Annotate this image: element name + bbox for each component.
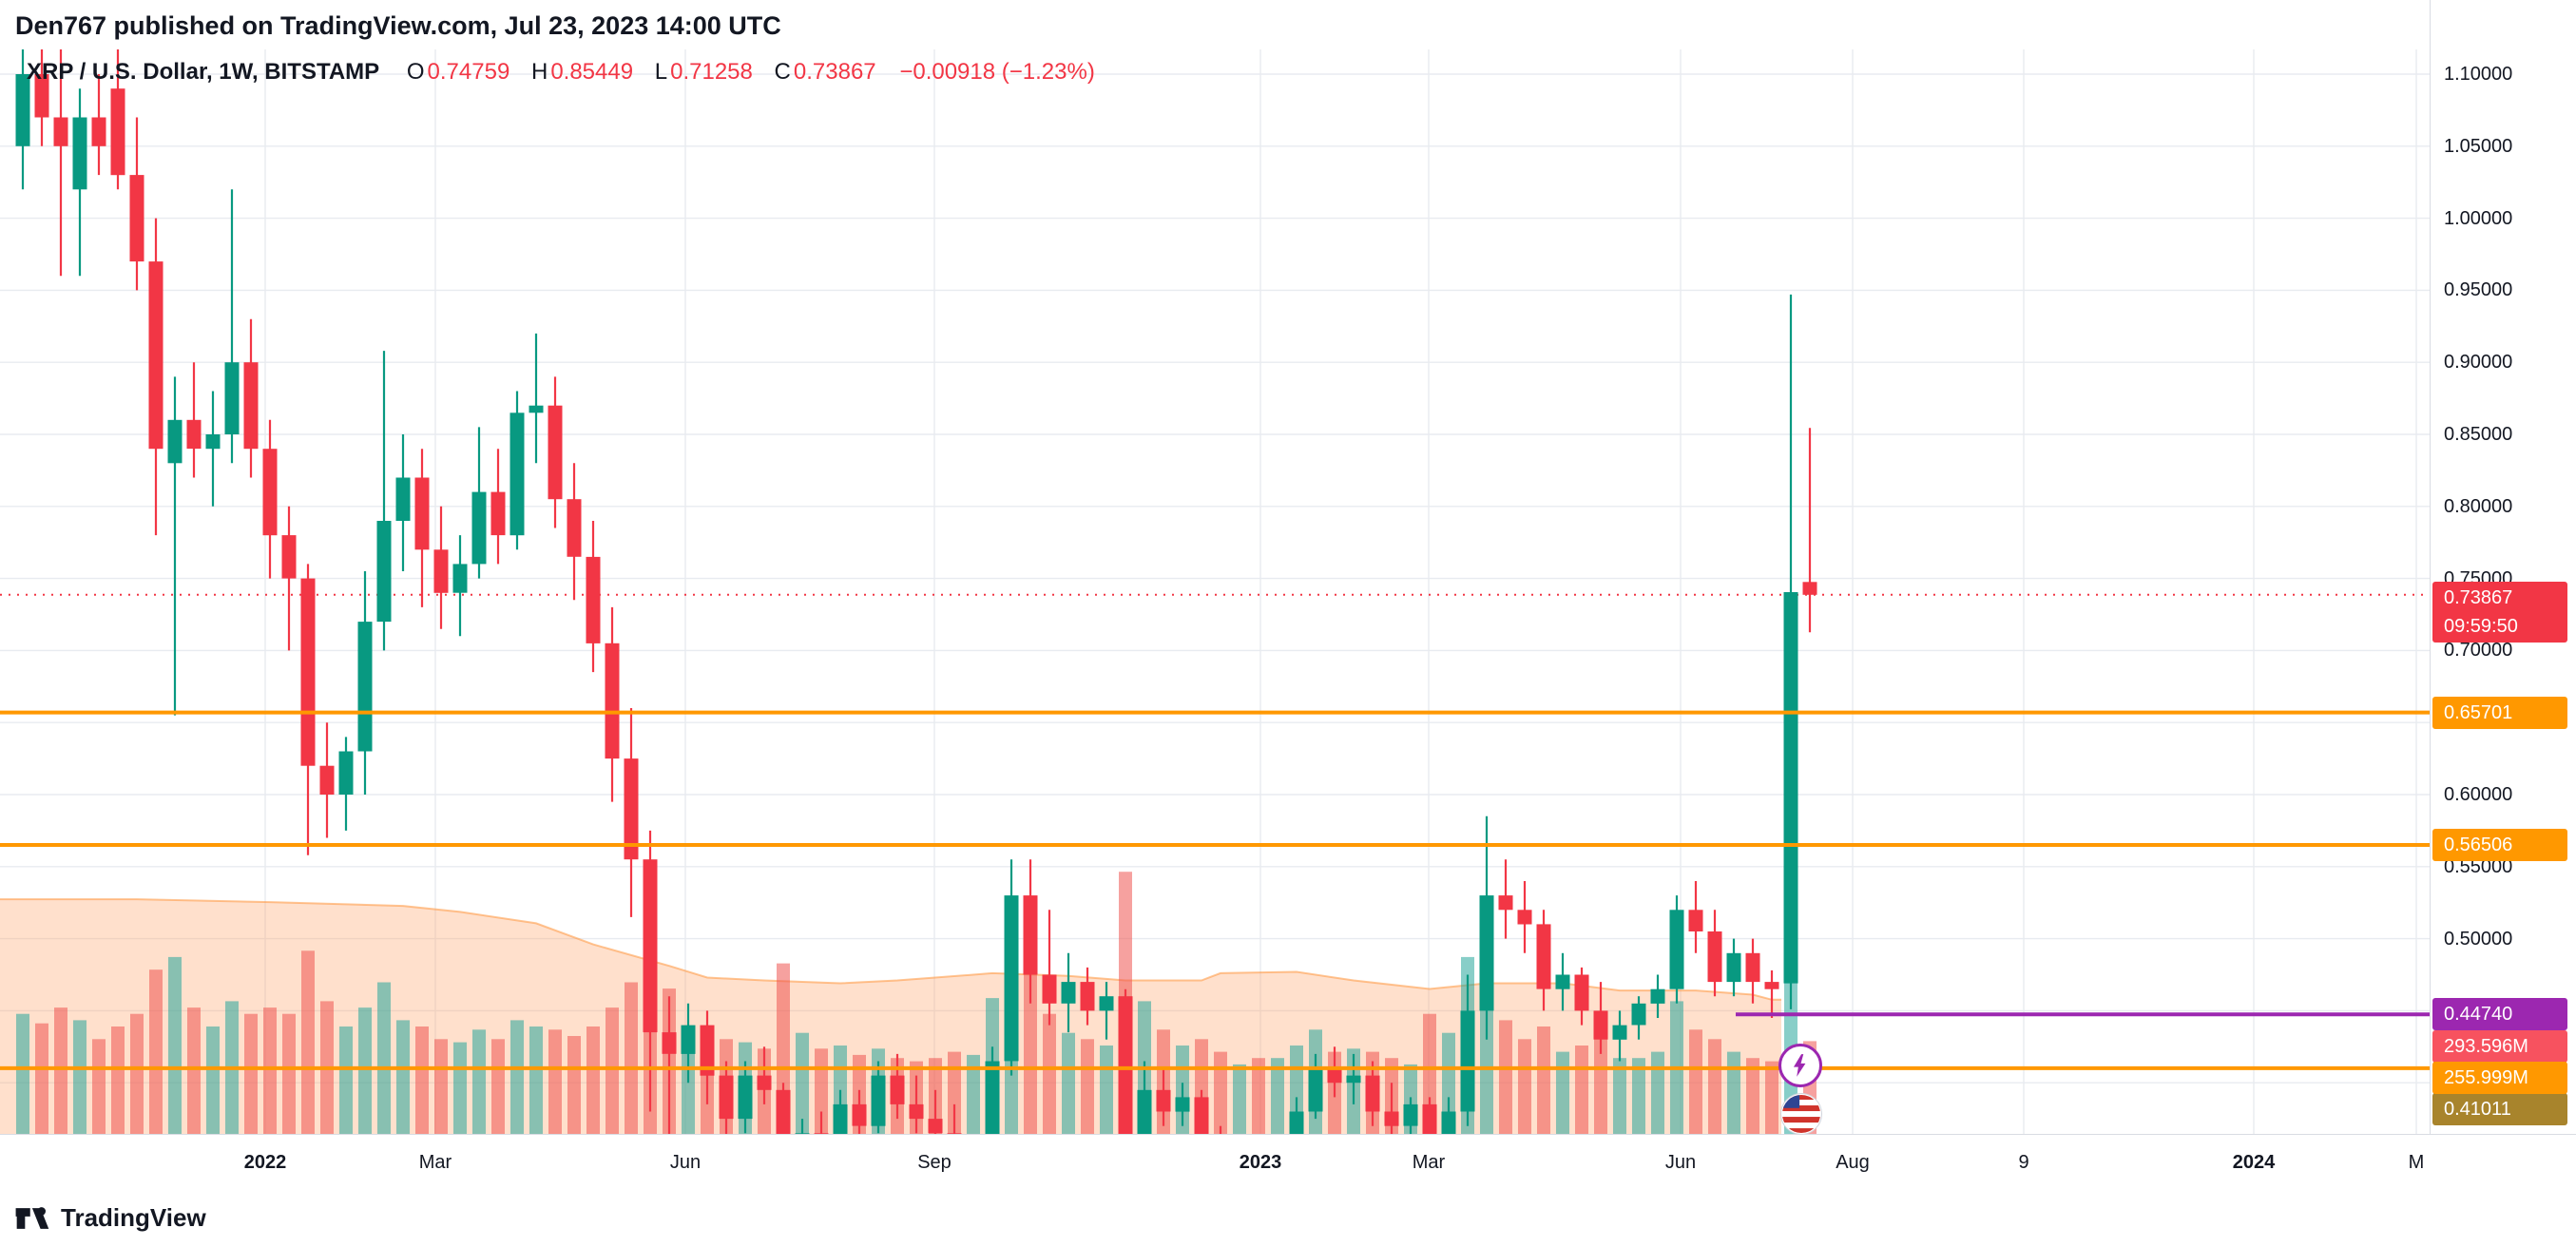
price-axis-tick: 0.85000: [2444, 424, 2513, 445]
price-axis-tick: 0.70000: [2444, 640, 2513, 662]
time-axis-tick: Jun: [669, 1152, 702, 1173]
volume-value-label: 293.596M: [2432, 1030, 2567, 1063]
price-axis[interactable]: 1.10000 1.05000 1.00000 0.95000 0.90000 0.850…: [2430, 0, 2576, 1134]
price-axis-tick: 1.00000: [2444, 207, 2513, 229]
time-axis-tick: 2023: [1239, 1152, 1282, 1173]
ohlc-low-label: L: [654, 59, 668, 85]
ohlc-high-value: 0.85449: [550, 59, 634, 85]
price-axis-tick: 1.10000: [2444, 64, 2513, 85]
countdown-timer: 09:59:50: [2444, 615, 2518, 637]
time-axis-tick: M: [2408, 1152, 2425, 1173]
price-axis-tick: 0.50000: [2444, 928, 2513, 950]
symbol-title: XRP / U.S. Dollar, 1W, BITSTAMP: [27, 59, 380, 85]
publish-header: Den767 published on TradingView.com, Jul…: [15, 11, 781, 41]
time-axis-tick: 9: [2018, 1152, 2029, 1173]
time-axis-tick: Jun: [1664, 1152, 1697, 1173]
price-chart[interactable]: [0, 0, 2430, 1134]
ohlc-change: −0.00918 (−1.23%): [899, 59, 1095, 85]
time-axis[interactable]: 2022 Mar Jun Sep 2023 Mar Jun Aug 9 2024 M: [0, 1134, 2576, 1190]
price-axis-tick: 1.05000: [2444, 135, 2513, 157]
price-axis-tick: 0.90000: [2444, 352, 2513, 374]
ohlc-close-value: 0.73867: [793, 59, 876, 85]
symbol-legend[interactable]: XRP / U.S. Dollar, 1W, BITSTAMP O 0.74759…: [27, 59, 1095, 86]
price-level-label[interactable]: 0.73867 09:59:50: [2432, 581, 2567, 643]
usd-flag-glyph: [1781, 1094, 1821, 1134]
time-axis-tick: Mar: [418, 1152, 452, 1173]
ohlc-open-label: O: [406, 59, 425, 85]
ohlc-low-value: 0.71258: [670, 59, 753, 85]
price-level-label[interactable]: 0.44740: [2432, 998, 2567, 1031]
price-level-label[interactable]: 0.56506: [2432, 828, 2567, 861]
publish-header-text: Den767 published on TradingView.com, Jul…: [15, 11, 781, 40]
price-axis-tick: 0.95000: [2444, 279, 2513, 301]
ohlc-open-value: 0.74759: [427, 59, 510, 85]
price-level-label[interactable]: 0.65701: [2432, 696, 2567, 729]
price-level-label[interactable]: 0.41011: [2432, 1093, 2567, 1125]
lightning-glyph: [1793, 1054, 1806, 1077]
ohlc-close-label: C: [774, 59, 791, 85]
price-axis-tick: 0.60000: [2444, 784, 2513, 805]
time-axis-tick: Mar: [1412, 1152, 1446, 1173]
tradingview-logo-text: TradingView: [61, 1203, 206, 1232]
ohlc-high-label: H: [530, 59, 548, 85]
time-axis-tick: 2024: [2232, 1152, 2276, 1173]
price-axis-tick: 0.80000: [2444, 495, 2513, 517]
price-axis-tick: 0.55000: [2444, 855, 2513, 877]
time-axis-tick: 2022: [243, 1152, 287, 1173]
time-axis-tick: Aug: [1836, 1152, 1870, 1173]
flash-icon[interactable]: [1778, 1044, 1822, 1087]
tradingview-logo[interactable]: TradingView: [15, 1203, 206, 1233]
time-axis-tick: Sep: [917, 1152, 952, 1173]
pair-flags-icon: [1780, 1093, 1822, 1135]
tradingview-logo-icon: [15, 1206, 49, 1229]
volume-value-label: 255.999M: [2432, 1062, 2567, 1094]
